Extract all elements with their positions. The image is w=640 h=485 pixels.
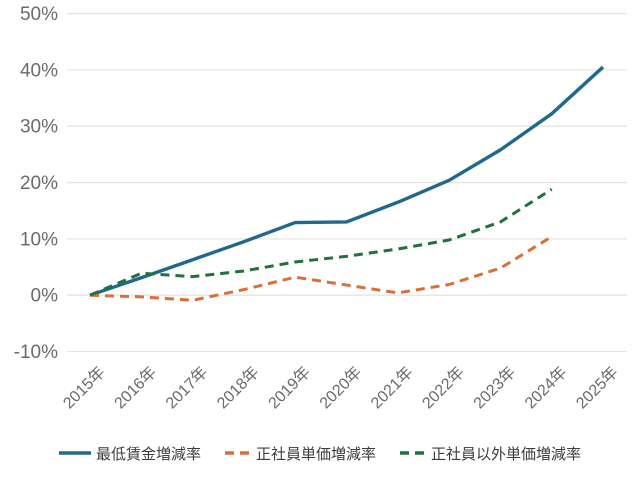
y-axis-tick-label: 50% — [20, 4, 58, 25]
series-line-0 — [89, 65, 605, 297]
chart-legend: 最低賃金増減率 正社員単価増減率 正社員以外単価増減率 — [0, 440, 640, 466]
y-axis-tick-label: -10% — [14, 342, 58, 363]
legend-label-minimum-wage: 最低賃金増減率 — [95, 445, 201, 463]
x-axis-tick-label: 2019年 — [265, 363, 314, 412]
y-axis-tick-label: 40% — [20, 60, 58, 81]
series-line-2 — [89, 188, 553, 297]
line-chart-canvas: 50% 40% 30% 20% 10% 0% -10%2015年 2016年 2017年 2018… — [14, 4, 627, 412]
x-axis-tick-label: 2015年 — [60, 363, 109, 412]
x-axis-tick-label: 2025年 — [573, 363, 622, 412]
legend-marker-dashed-line-icon — [224, 451, 251, 455]
legend-item-regular-employee: 正社員単価増減率 — [224, 443, 376, 464]
legend-item-minimum-wage: 最低賃金増減率 — [58, 443, 201, 464]
x-axis-tick-label: 2022年 — [419, 363, 468, 412]
y-axis-tick-label: 30% — [20, 117, 58, 138]
x-axis-tick-label: 2016年 — [111, 363, 160, 412]
x-axis-tick-label: 2020年 — [316, 363, 365, 412]
y-axis-tick-label: 10% — [20, 229, 58, 250]
legend-marker-dashed-line-icon — [400, 451, 426, 455]
x-axis-tick-label: 2023年 — [470, 363, 519, 412]
x-axis-tick-label: 2021年 — [367, 363, 416, 412]
legend-item-non-regular-employee: 正社員以外単価増減率 — [400, 443, 581, 464]
x-axis-tick-label: 2018年 — [214, 363, 263, 412]
x-axis-tick-label: 2024年 — [521, 363, 570, 412]
legend-label-non-regular-employee: 正社員以外単価増減率 — [431, 445, 582, 463]
legend-marker-solid-line-icon — [58, 451, 91, 455]
legend-label-regular-employee: 正社員単価増減率 — [255, 445, 376, 463]
y-axis-tick-label: 0% — [31, 286, 59, 307]
x-axis-tick-label: 2017年 — [162, 363, 211, 412]
y-axis-tick-label: 20% — [20, 173, 58, 194]
series-line-1 — [89, 235, 553, 302]
